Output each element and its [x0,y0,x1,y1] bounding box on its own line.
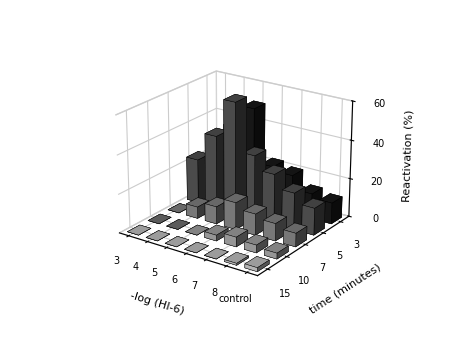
Y-axis label: time (minutes): time (minutes) [307,262,382,315]
X-axis label: -log (HI-6): -log (HI-6) [130,291,186,317]
